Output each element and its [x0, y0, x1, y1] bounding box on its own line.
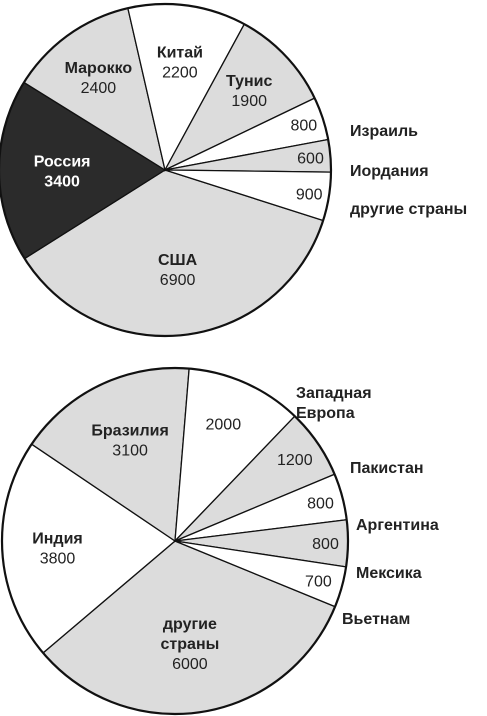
slice-value-бразилия: 3100: [112, 442, 148, 459]
slice-label-бразилия: Бразилия: [91, 422, 169, 439]
slice-label-другие-страны: другие страны: [350, 201, 467, 218]
slice-value-западная-европа: 2000: [206, 417, 242, 434]
slice-value-другие-страны: 900: [296, 186, 323, 203]
slice-value-другие-страны: 6000: [172, 656, 208, 673]
pie-outline: [0, 2, 333, 338]
slice-value-иордания: 600: [297, 151, 324, 168]
slice-value-сша: 6900: [160, 272, 196, 289]
slice-label-западная-европа: Западная Европа: [296, 385, 372, 422]
slice-label-пакистан: Пакистан: [350, 460, 424, 477]
slice-label-китай: Китай: [157, 45, 203, 62]
slice-value-мексика: 800: [312, 536, 339, 553]
pie-chart-1: США 6900 Россия 3400 Марокко 2400 Китай 2200 Тун…: [0, 2, 468, 338]
slice-label-сша: США: [158, 252, 198, 269]
slice-value-марокко: 2400: [81, 80, 117, 97]
slice-label-другие-страны: другие страны: [161, 616, 220, 653]
slices: [1, 367, 349, 715]
slice-value-аргентина: 800: [307, 495, 334, 512]
slice-label-индия: Индия: [32, 530, 83, 547]
slice-label-вьетнам: Вьетнам: [342, 611, 410, 628]
pie-outline: [0, 366, 350, 716]
slice-label-аргентина: Аргентина: [356, 517, 439, 534]
slice-value-китай: 2200: [162, 65, 198, 82]
slice-label-израиль: Израиль: [350, 123, 418, 140]
slice-value-тунис: 1900: [231, 93, 267, 110]
pie-chart-2: другие страны 6000 Индия 3800 Бразилия 3100 200…: [0, 366, 439, 716]
slice-value-россия: 3400: [44, 173, 80, 190]
slice-label-марокко: Марокко: [65, 60, 133, 77]
slice-value-вьетнам: 700: [305, 574, 332, 591]
slice-label-мексика: Мексика: [356, 565, 422, 582]
slice-value-пакистан: 1200: [277, 452, 313, 469]
slice-labels: другие страны 6000 Индия 3800 Бразилия 3100 200…: [32, 385, 439, 673]
slice-value-израиль: 800: [290, 118, 317, 135]
slice-labels: США 6900 Россия 3400 Марокко 2400 Китай 2200 Тун…: [34, 45, 468, 289]
slice-value-индия: 3800: [40, 550, 76, 567]
slice-label-тунис: Тунис: [226, 73, 273, 90]
slice-label-иордания: Иордания: [350, 163, 429, 180]
slice-label-россия: Россия: [34, 153, 91, 170]
